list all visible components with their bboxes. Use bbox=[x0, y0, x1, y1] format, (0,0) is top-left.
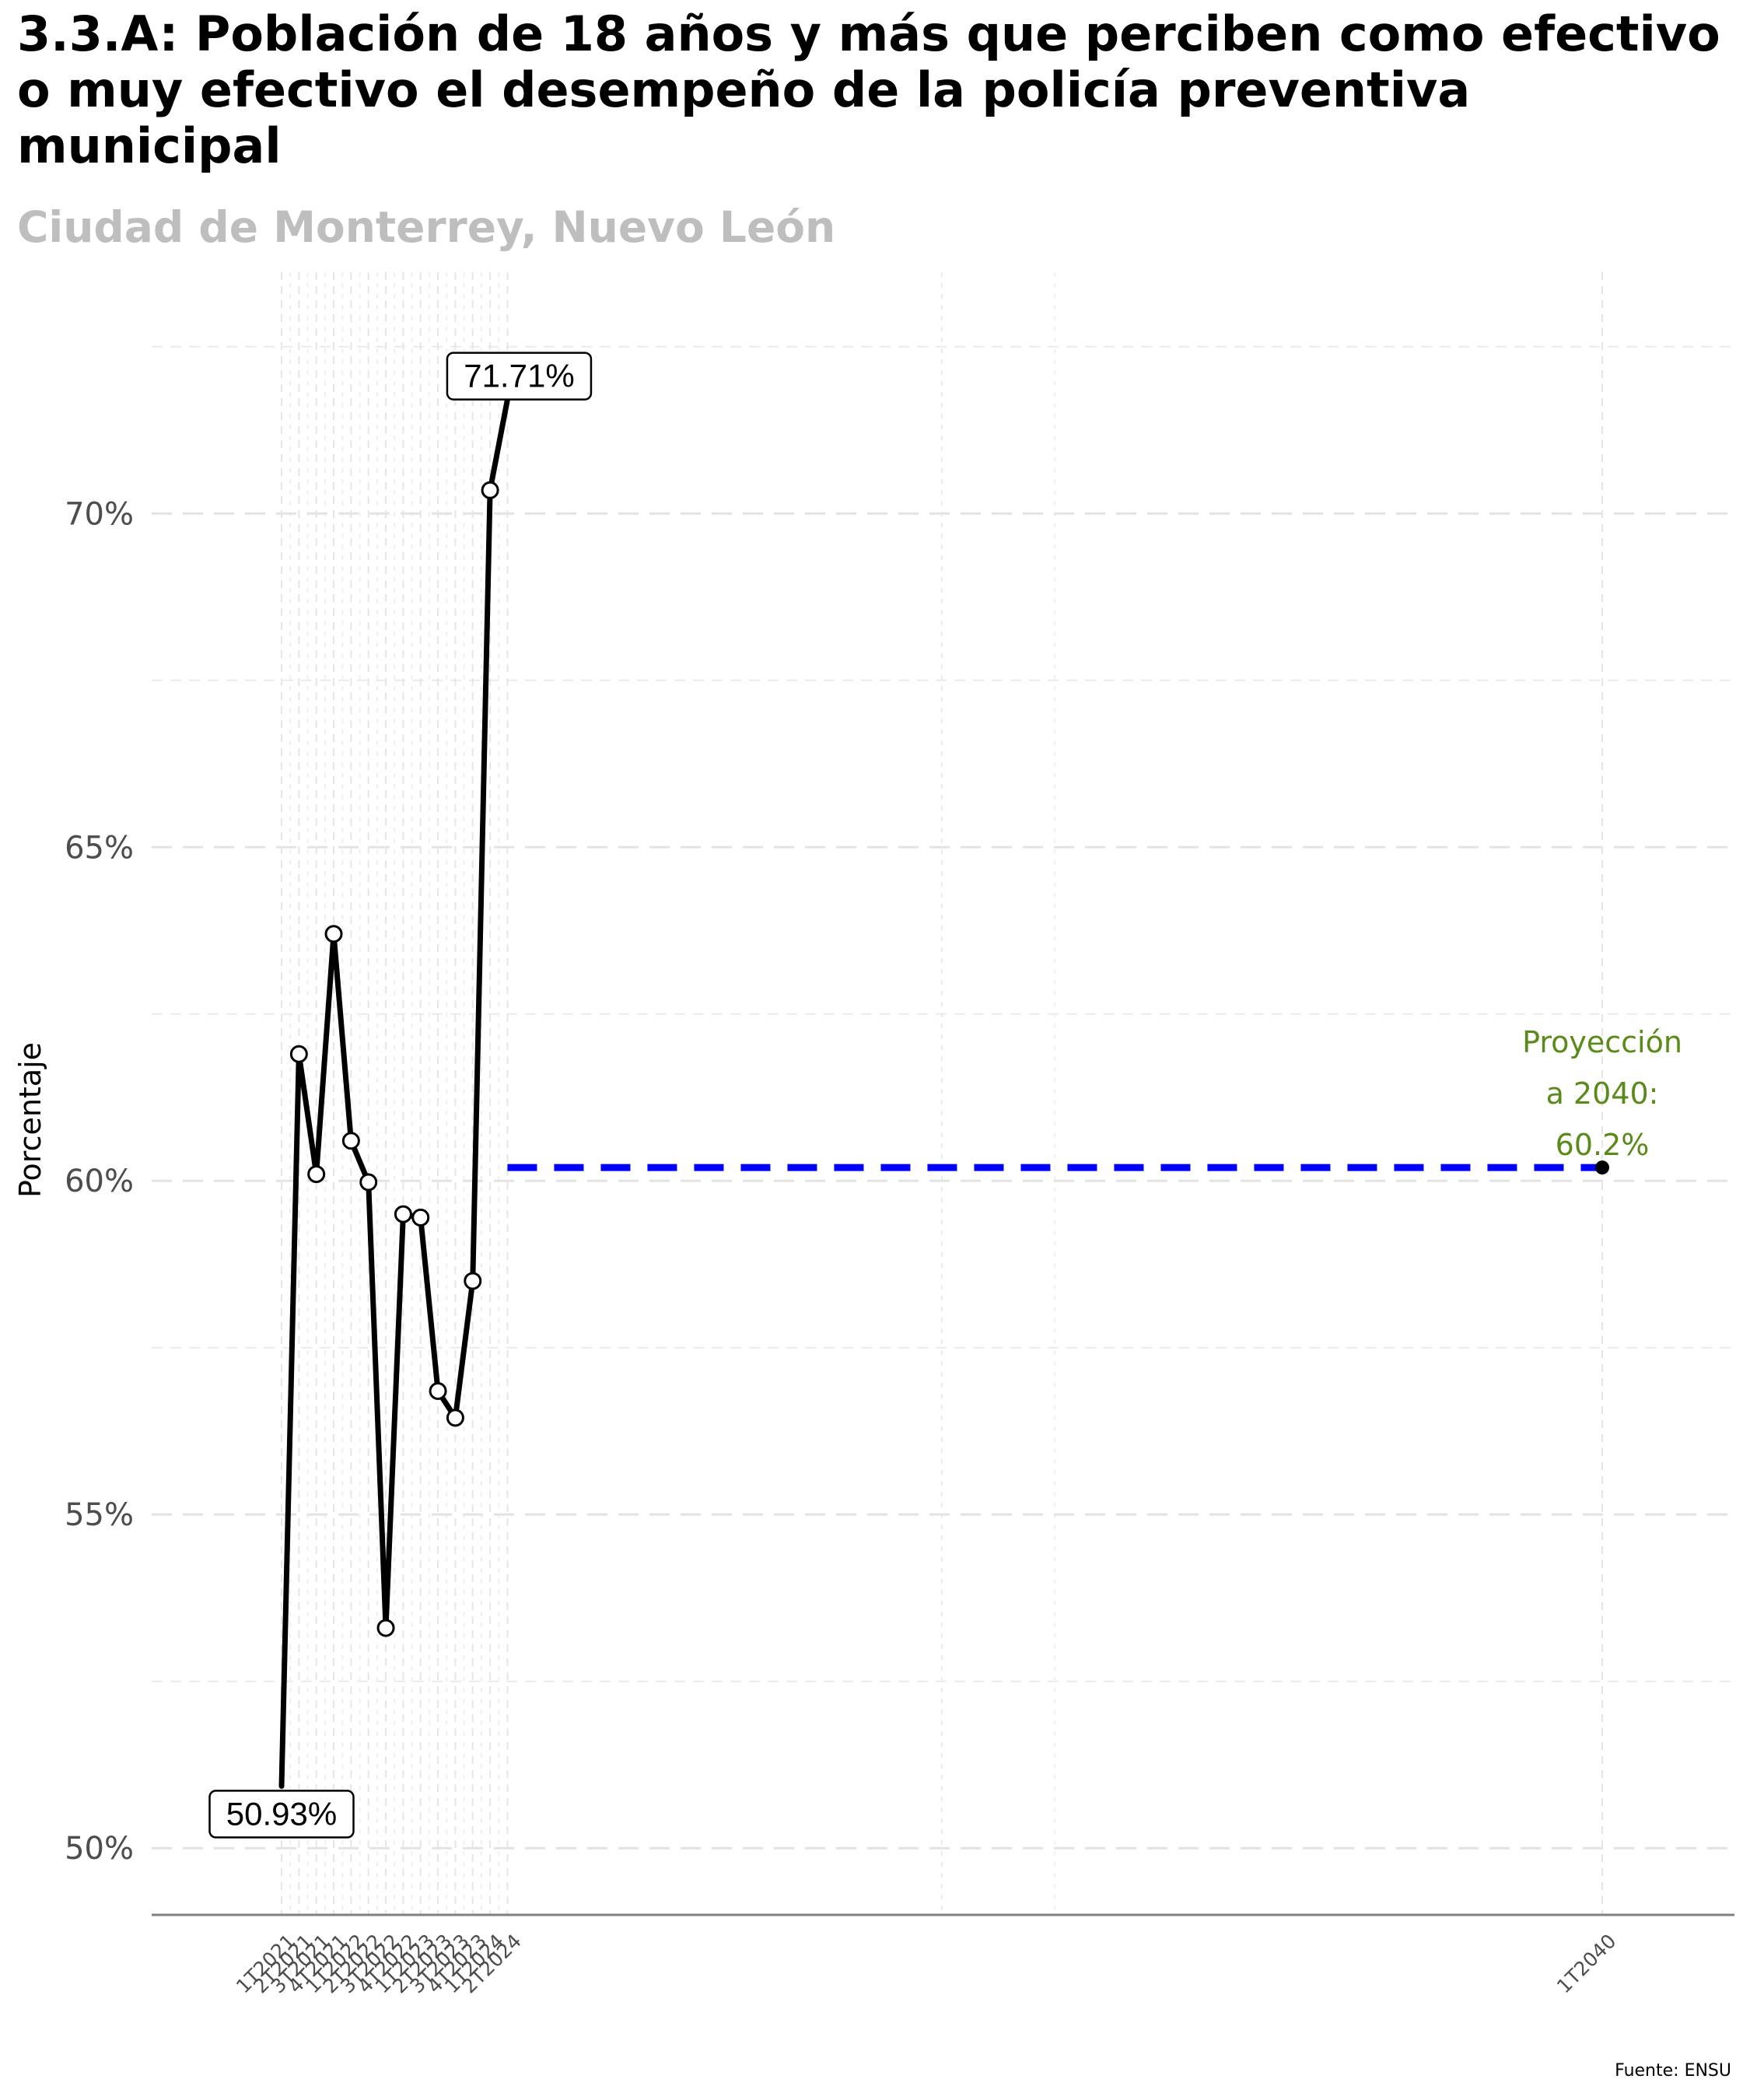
projection-annotation: 60.2% bbox=[1556, 1128, 1650, 1162]
projection-annotation: a 2040: bbox=[1546, 1076, 1659, 1111]
x-axis: 1T20212T20213T20214T20211T20222T20223T20… bbox=[232, 1930, 1621, 1998]
data-point bbox=[481, 481, 499, 499]
chart-title: 3.3.A: Población de 18 años y más que pe… bbox=[17, 5, 1720, 174]
data-point bbox=[324, 925, 343, 943]
series-line bbox=[278, 397, 510, 1789]
data-point bbox=[446, 1409, 464, 1427]
data-label: 50.93% bbox=[226, 1795, 337, 1832]
data-point bbox=[464, 1272, 482, 1290]
y-tick-label: 50% bbox=[65, 1831, 134, 1867]
data-point bbox=[429, 1382, 447, 1401]
projection-annotation: Proyección bbox=[1522, 1025, 1682, 1059]
y-axis-label: Porcentaje bbox=[13, 1042, 47, 1198]
data-point bbox=[307, 1165, 326, 1184]
source-caption: Fuente: ENSU bbox=[1615, 2061, 1731, 2081]
data-label: 71.71% bbox=[464, 358, 574, 394]
data-point bbox=[376, 1619, 395, 1637]
x-tick-label: 1T2040 bbox=[1552, 1930, 1621, 1998]
data-point bbox=[394, 1205, 412, 1223]
y-tick-label: 55% bbox=[65, 1497, 134, 1533]
y-tick-label: 70% bbox=[65, 496, 134, 532]
data-labels: 50.93% 71.71% bbox=[208, 352, 593, 1839]
series bbox=[278, 397, 510, 1789]
data-point bbox=[411, 1208, 430, 1227]
projection-point bbox=[1595, 1160, 1609, 1175]
y-axis: 50% 55% 60% 65% 70% bbox=[65, 496, 134, 1867]
grid-major bbox=[152, 272, 1734, 1915]
data-point bbox=[341, 1132, 360, 1150]
y-tick-label: 65% bbox=[65, 830, 134, 866]
data-label-box bbox=[208, 1790, 355, 1839]
chart-subtitle: Ciudad de Monterrey, Nuevo León bbox=[17, 202, 836, 252]
data-point bbox=[289, 1045, 308, 1063]
data-label-box bbox=[446, 352, 593, 401]
grid-minor bbox=[152, 272, 1734, 1915]
y-tick-label: 60% bbox=[65, 1164, 134, 1199]
data-point bbox=[359, 1173, 378, 1192]
projection: Proyección a 2040: 60.2% bbox=[507, 1025, 1682, 1175]
